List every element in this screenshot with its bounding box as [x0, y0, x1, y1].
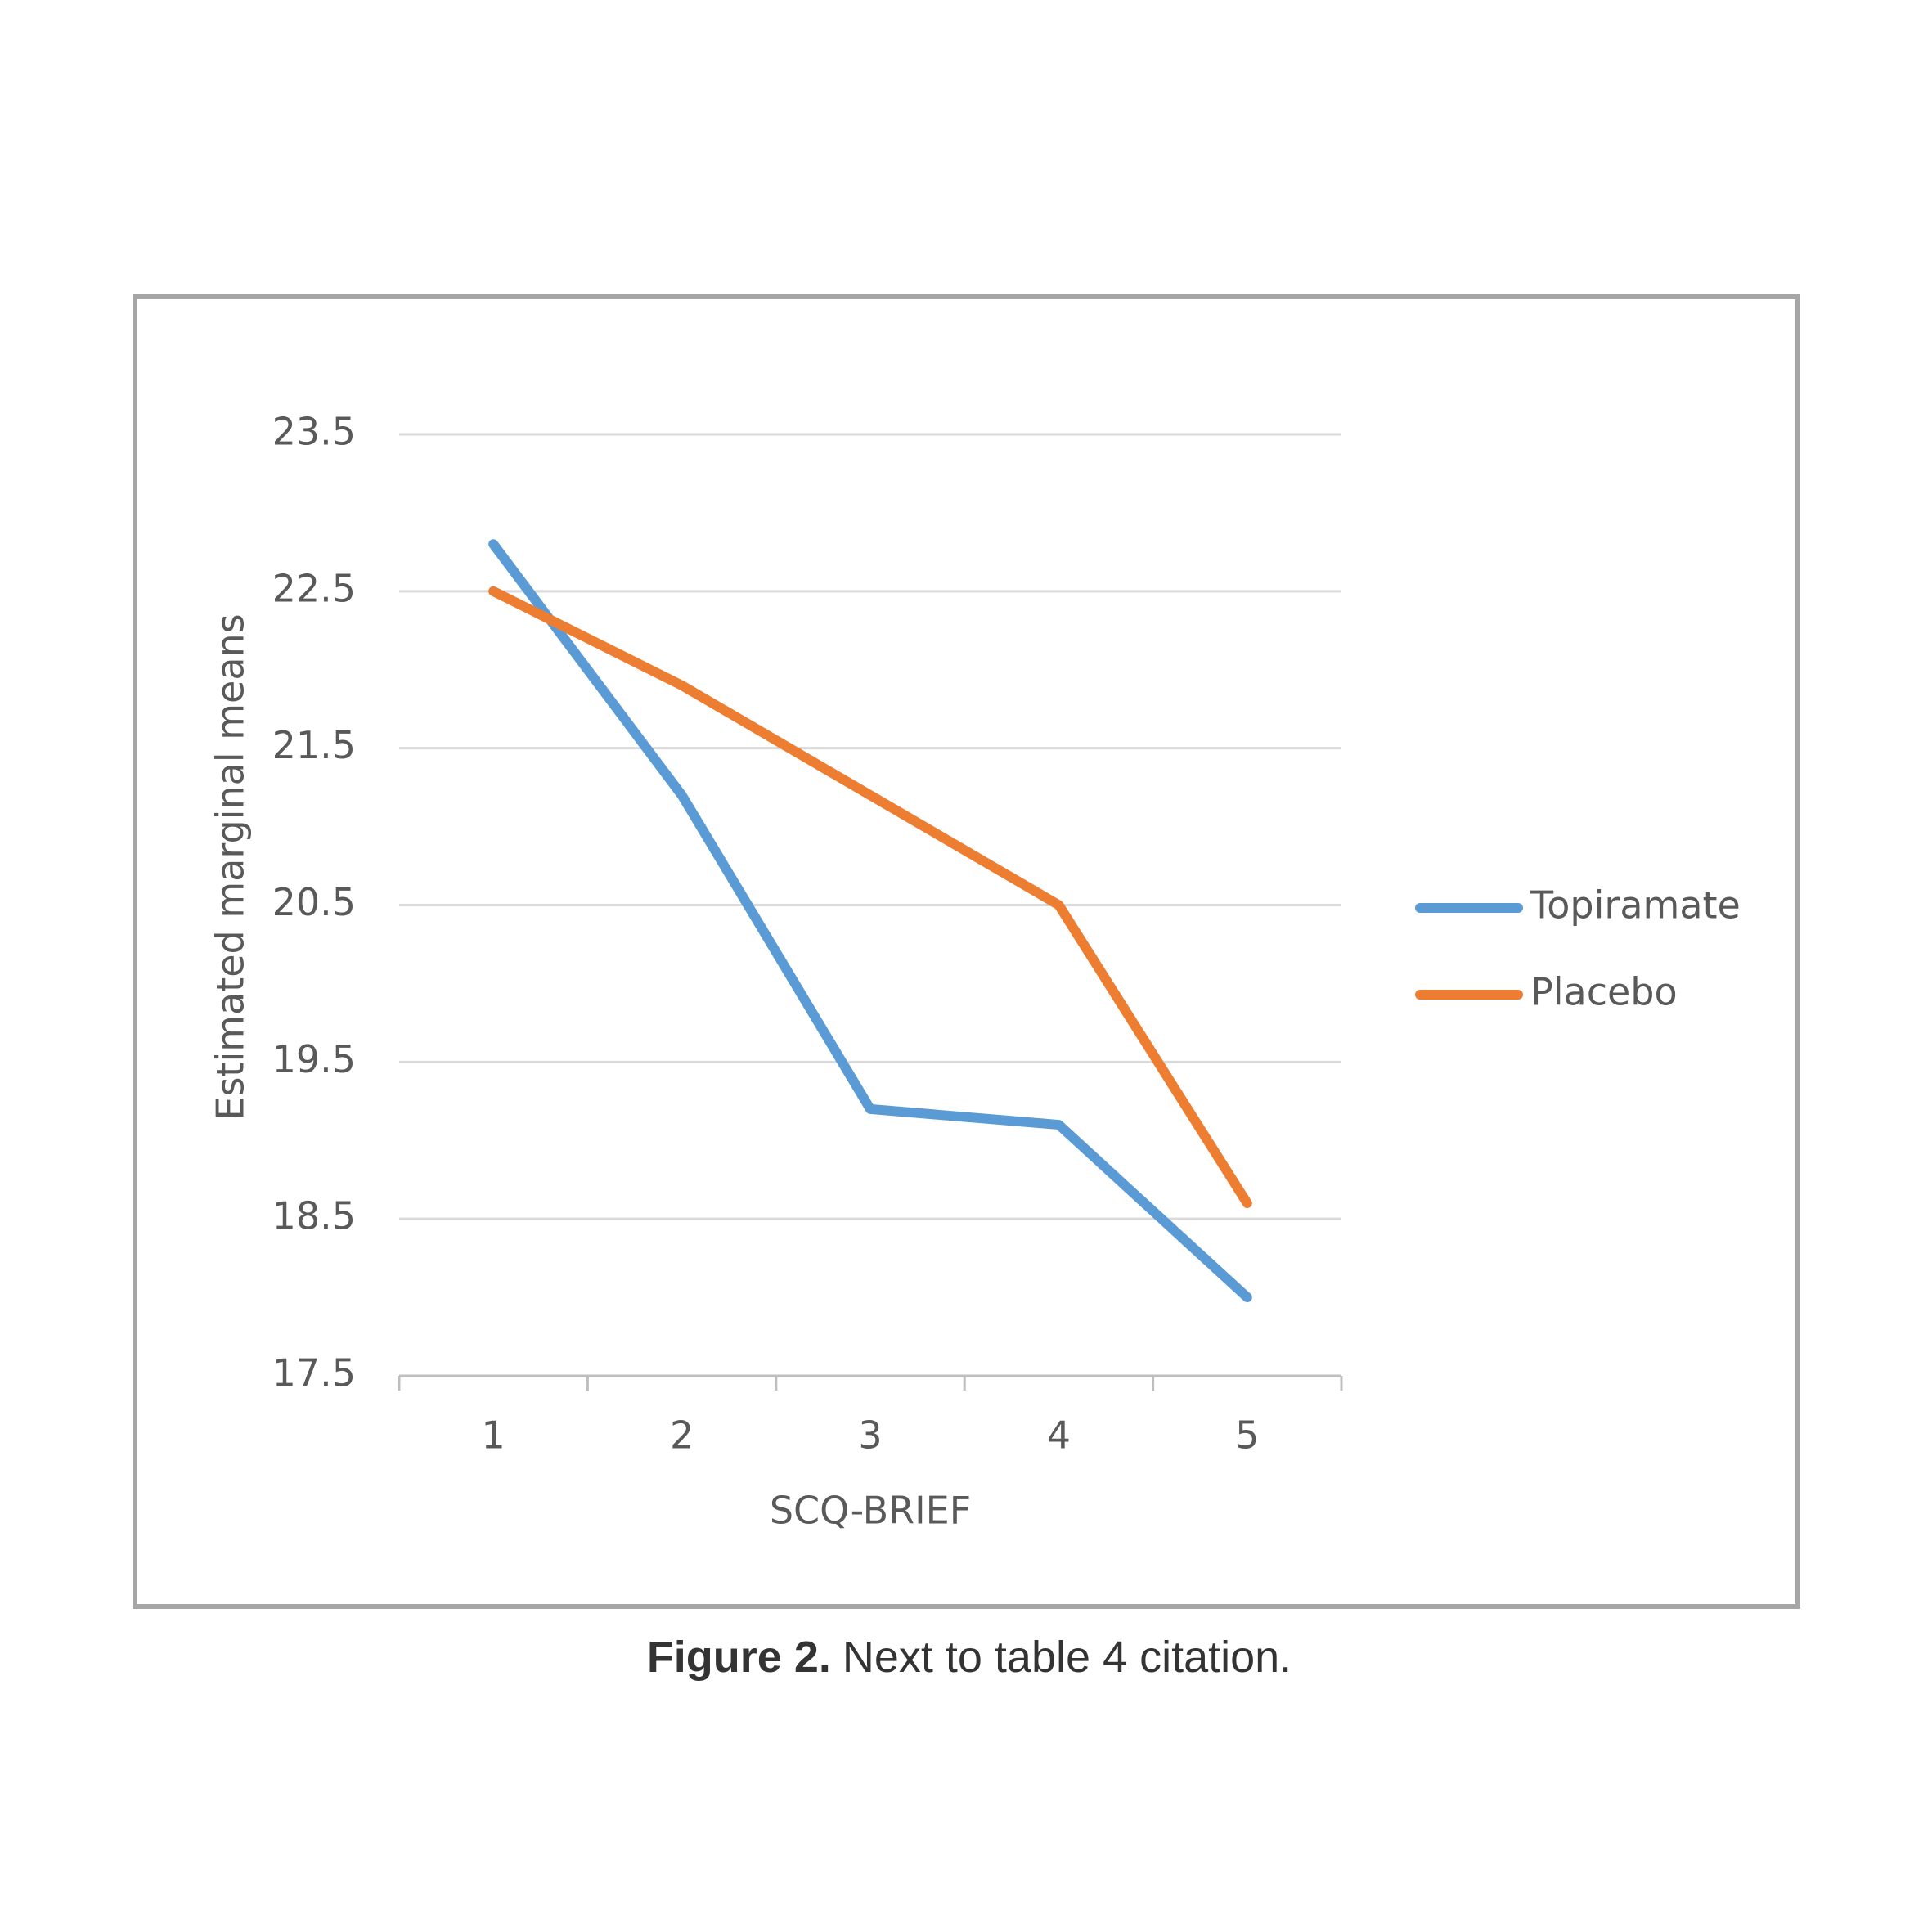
y-tick-label: 20.5: [272, 880, 356, 924]
y-tick-label: 22.5: [272, 566, 356, 610]
x-tick-label: 2: [670, 1413, 694, 1458]
x-tick-label: 3: [858, 1413, 882, 1458]
caption-label: Figure 2.: [647, 1633, 831, 1682]
y-tick-label: 21.5: [272, 723, 356, 767]
data-line: [488, 586, 1252, 1208]
data-line: [488, 539, 1252, 1303]
x-tick-label: 4: [1047, 1413, 1071, 1458]
chart-frame: [133, 294, 1800, 1609]
y-tick-label: 18.5: [272, 1194, 356, 1238]
x-axis-title: SCQ-BRIEF: [770, 1489, 971, 1533]
caption-text: Next to table 4 citation.: [842, 1633, 1292, 1682]
legend-label: Placebo: [1530, 970, 1678, 1014]
y-axis-title: Estimated marginal means: [209, 613, 253, 1120]
y-tick-label: 17.5: [272, 1351, 356, 1395]
x-tick-label: 1: [482, 1413, 505, 1458]
y-tick-label: 19.5: [272, 1037, 356, 1081]
legend-label: Topiramate: [1530, 883, 1741, 928]
caption: Figure 2. Next to table 4 citation.: [647, 1633, 1292, 1682]
y-tick-label: 23.5: [272, 410, 356, 454]
x-tick-label: 5: [1235, 1413, 1259, 1458]
